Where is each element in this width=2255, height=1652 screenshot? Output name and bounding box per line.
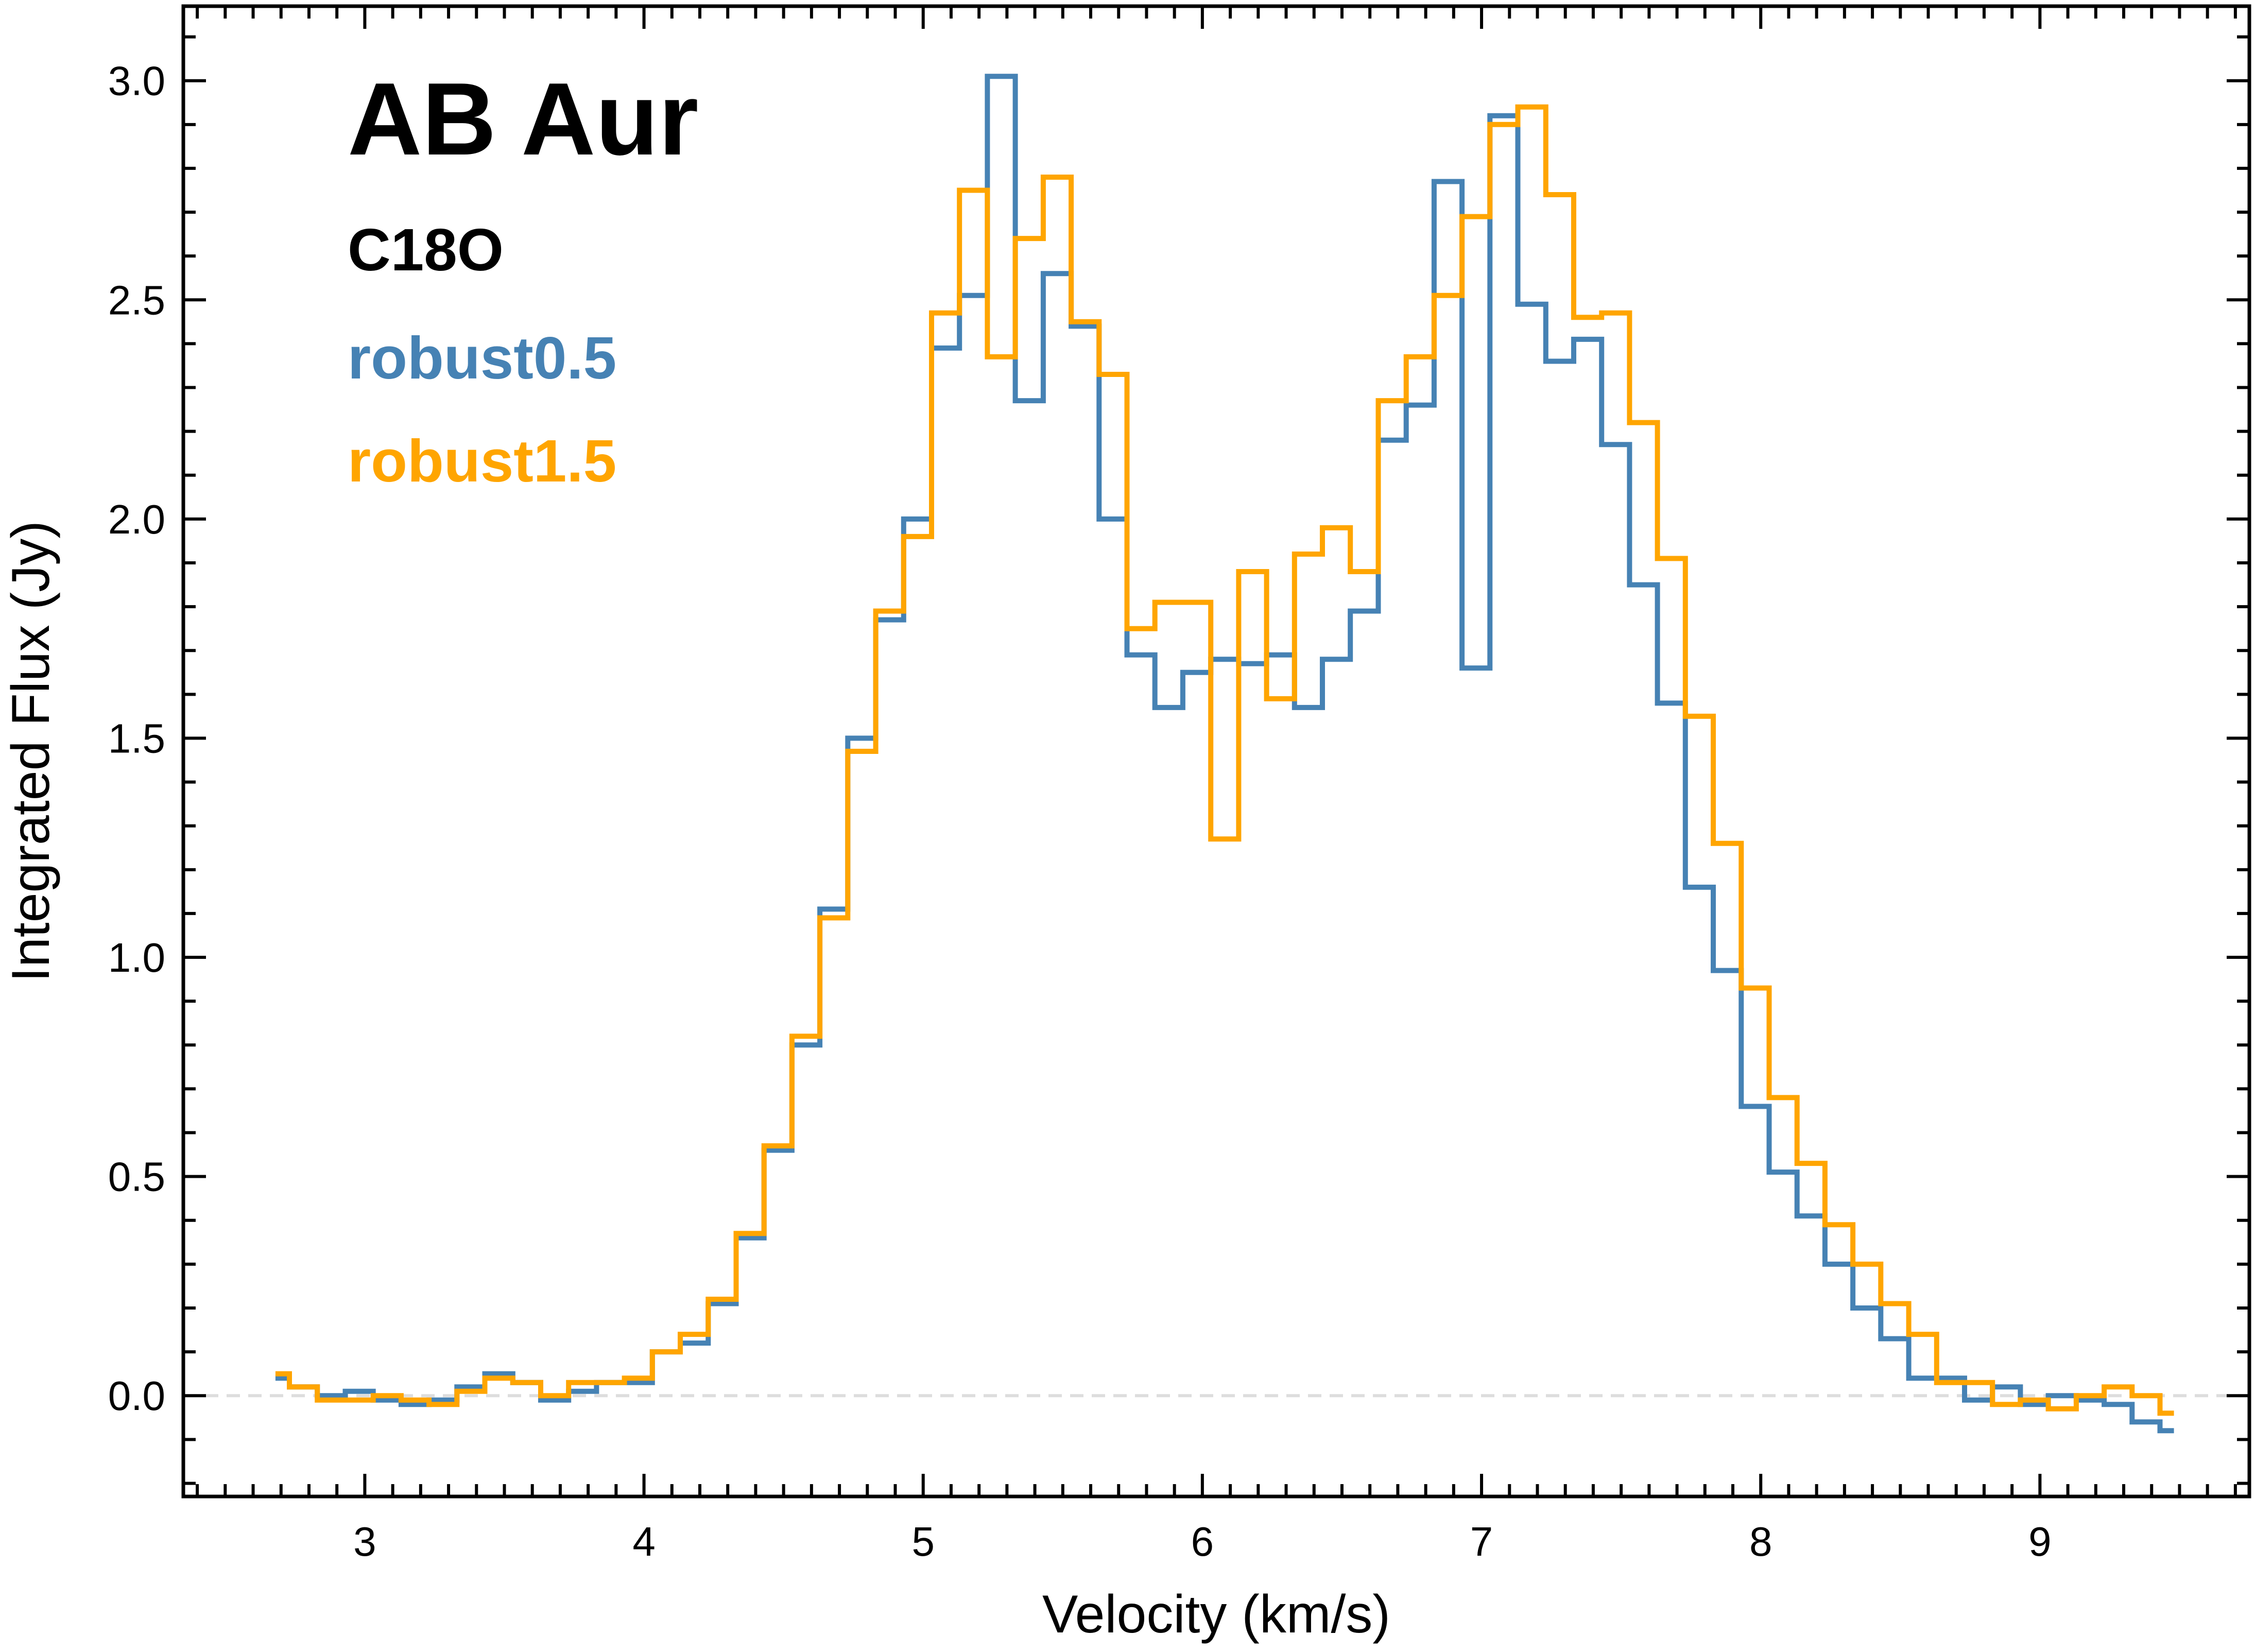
- axis-ticks: 3 4 5 6 7 8 9 0.0 0.5 1.0 1.5 2.0 2.5 3.0: [108, 6, 2249, 1564]
- y-tick-label: 1.0: [108, 935, 165, 980]
- series-line-robust1-5: [275, 104, 2174, 1416]
- series-line-robust0-5: [275, 74, 2174, 1434]
- chart-title: AB Aur: [348, 62, 698, 177]
- y-tick-label: 0.5: [108, 1154, 165, 1200]
- y-tick-label: 0.0: [108, 1373, 165, 1419]
- axes-frame: [181, 4, 2251, 1499]
- y-tick-label: 3.0: [108, 58, 165, 104]
- y-tick-label: 1.5: [108, 715, 165, 761]
- x-tick-label: 6: [1191, 1519, 1214, 1564]
- x-tick-label: 8: [1749, 1519, 1772, 1564]
- y-tick-label: 2.5: [108, 277, 165, 323]
- plot-area: [183, 74, 2249, 1434]
- legend-entry-robust1-5: robust1.5: [348, 427, 616, 494]
- y-axis-label: Integrated Flux (Jy): [1, 521, 61, 982]
- x-tick-label: 5: [911, 1519, 935, 1564]
- legend-entry-robust0-5: robust0.5: [348, 324, 616, 391]
- x-tick-label: 9: [2028, 1519, 2052, 1564]
- x-axis-label: Velocity (km/s): [1042, 1585, 1390, 1644]
- x-tick-label: 4: [632, 1519, 656, 1564]
- chart-subtitle: C18O: [348, 216, 504, 283]
- x-tick-label: 7: [1470, 1519, 1493, 1564]
- y-tick-label: 2.0: [108, 496, 165, 542]
- x-tick-label: 3: [353, 1519, 376, 1564]
